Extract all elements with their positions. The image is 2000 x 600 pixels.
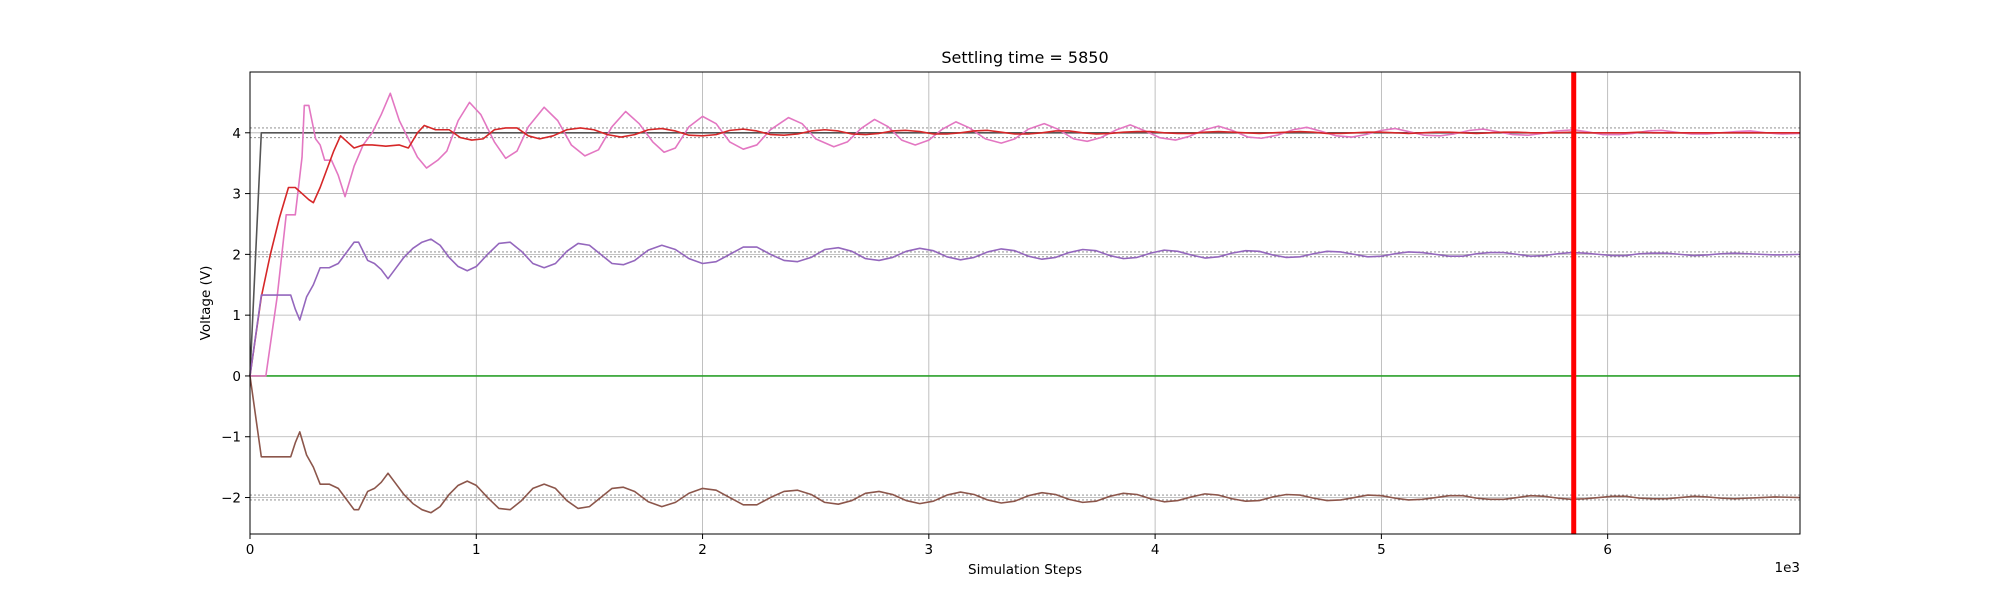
x-tick-label: 5 (1377, 542, 1386, 558)
x-tick-label: 4 (1151, 542, 1160, 558)
series-line (249, 238, 1801, 377)
y-tick-label: 1 (232, 308, 241, 324)
x-axis-offset-text: 1e3 (1775, 560, 1800, 576)
x-tick-label: 6 (1603, 542, 1612, 558)
x-tick-label: 2 (698, 542, 707, 558)
series-line (249, 375, 1801, 514)
x-axis-label: Simulation Steps (968, 562, 1082, 578)
series-line (249, 124, 1800, 377)
chart-title: Settling time = 5850 (941, 48, 1108, 67)
y-axis-label: Voltage (V) (198, 266, 214, 341)
x-axis-ticks: 0 1 2 3 4 5 6 (246, 534, 1612, 558)
y-tick-label: −1 (221, 430, 241, 446)
y-tick-label: 4 (232, 126, 241, 142)
y-tick-label: 0 (232, 369, 241, 385)
y-tick-label: 2 (232, 247, 241, 263)
y-tick-label: 3 (232, 187, 241, 203)
data-series (249, 92, 1801, 514)
y-tick-label: −2 (221, 491, 241, 507)
x-tick-label: 0 (246, 542, 255, 558)
y-axis-ticks: −2 −1 0 1 2 3 4 (221, 126, 250, 507)
x-tick-label: 1 (472, 542, 481, 558)
plot-frame (249, 71, 1801, 535)
x-tick-label: 3 (925, 542, 934, 558)
